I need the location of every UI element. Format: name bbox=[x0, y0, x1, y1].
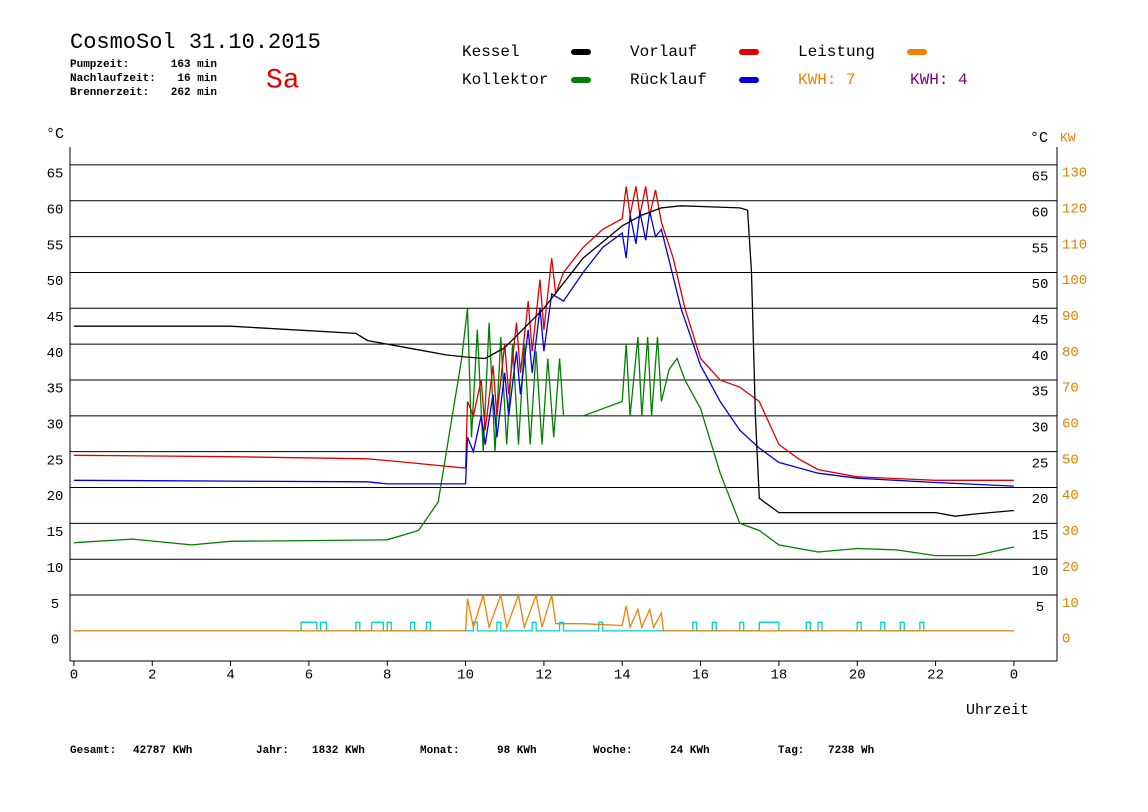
y-right-tick-label: 20 bbox=[1032, 492, 1049, 508]
x-tick-label: 8 bbox=[383, 668, 391, 684]
x-tick-label: 0 bbox=[70, 668, 78, 684]
y-tick-label: 35 bbox=[47, 382, 64, 398]
weekday: Sa bbox=[266, 65, 300, 96]
y-tick-label: 15 bbox=[47, 525, 64, 541]
legend-label: Vorlauf bbox=[630, 43, 697, 61]
legend-label: Rücklauf bbox=[630, 71, 707, 89]
chart-title: CosmoSol 31.10.2015 bbox=[70, 30, 321, 55]
total-label: Jahr: bbox=[256, 745, 289, 757]
y-right-tick-label: 55 bbox=[1032, 241, 1049, 257]
legend-label: Leistung bbox=[798, 43, 875, 61]
kwh-label: KWH: 4 bbox=[910, 71, 968, 89]
series-line bbox=[73, 592, 1014, 632]
total-label: Woche: bbox=[593, 745, 633, 757]
y2-tick-label: 50 bbox=[1062, 452, 1079, 468]
y-tick-label: 5 bbox=[51, 597, 59, 613]
legend-label: Kollektor bbox=[462, 71, 548, 89]
info-label: Nachlaufzeit: bbox=[70, 73, 156, 85]
y-tick-label: 10 bbox=[47, 561, 64, 577]
y-right-tick-label: 65 bbox=[1032, 170, 1049, 186]
y2-tick-label: 80 bbox=[1062, 345, 1079, 361]
series-line bbox=[73, 621, 1014, 632]
y2-tick-label: 10 bbox=[1062, 596, 1079, 612]
y-right-tick-label: 15 bbox=[1032, 528, 1049, 544]
y2-axis-label: KW bbox=[1060, 130, 1076, 145]
y2-tick-label: 40 bbox=[1062, 488, 1079, 504]
total-value: 7238 Wh bbox=[828, 745, 874, 757]
y-right-tick-label: 45 bbox=[1032, 313, 1049, 329]
x-tick-label: 16 bbox=[692, 668, 709, 684]
x-tick-label: 14 bbox=[614, 668, 631, 684]
y-tick-label: 50 bbox=[47, 274, 64, 290]
y-tick-label: 65 bbox=[47, 167, 64, 183]
info-value: 262 min bbox=[171, 87, 217, 99]
y-right-tick-label: 50 bbox=[1032, 277, 1049, 293]
y-right-tick-label: 10 bbox=[1032, 564, 1049, 580]
y2-tick-label: 110 bbox=[1062, 237, 1087, 253]
x-axis-label: Uhrzeit bbox=[966, 702, 1029, 719]
y2-tick-label: 100 bbox=[1062, 273, 1087, 289]
y-tick-label: 20 bbox=[47, 489, 64, 505]
y2-tick-label: 60 bbox=[1062, 417, 1079, 433]
y-tick-label: 60 bbox=[47, 202, 64, 218]
y2-tick-label: 120 bbox=[1062, 201, 1087, 217]
x-tick-label: 18 bbox=[771, 668, 788, 684]
y2-tick-label: 30 bbox=[1062, 524, 1079, 540]
total-value: 24 KWh bbox=[670, 745, 710, 757]
series-line bbox=[73, 186, 1014, 481]
y2-axis-label-c: °C bbox=[1030, 130, 1048, 147]
total-label: Gesamt: bbox=[70, 745, 116, 757]
x-tick-label: 4 bbox=[226, 668, 234, 684]
y2-tick-label: 70 bbox=[1062, 381, 1079, 397]
info-value: 163 min bbox=[171, 59, 217, 71]
total-label: Tag: bbox=[778, 745, 804, 757]
x-tick-label: 22 bbox=[927, 668, 944, 684]
series-line bbox=[73, 308, 1015, 557]
y-right-tick-label: 30 bbox=[1032, 421, 1049, 437]
y-right-tick-label: 35 bbox=[1032, 385, 1049, 401]
total-value: 1832 KWh bbox=[312, 745, 365, 757]
info-value: 16 min bbox=[177, 73, 217, 85]
y-tick-label: 30 bbox=[47, 418, 64, 434]
y-tick-label: 25 bbox=[47, 453, 64, 469]
y2-tick-label: 130 bbox=[1062, 166, 1087, 182]
x-tick-label: 0 bbox=[1010, 668, 1018, 684]
total-label: Monat: bbox=[420, 745, 460, 757]
x-tick-label: 2 bbox=[148, 668, 156, 684]
x-tick-label: 6 bbox=[305, 668, 313, 684]
y-tick-label: 40 bbox=[47, 346, 64, 362]
y-right-tick-label: 60 bbox=[1032, 205, 1049, 221]
y2-tick-label: 90 bbox=[1062, 309, 1079, 325]
series-line bbox=[73, 211, 1014, 487]
y2-tick-label: 20 bbox=[1062, 560, 1079, 576]
series-line bbox=[73, 205, 1014, 517]
legend-label: Kessel bbox=[462, 43, 520, 61]
info-label: Brennerzeit: bbox=[70, 87, 149, 99]
y2-tick-label: 0 bbox=[1062, 632, 1070, 648]
y-axis-label: °C bbox=[46, 126, 64, 143]
x-tick-label: 12 bbox=[536, 668, 553, 684]
x-tick-label: 10 bbox=[457, 668, 474, 684]
y-tick-label: 45 bbox=[47, 310, 64, 326]
y-tick-label: 0 bbox=[51, 633, 59, 649]
y-right-tick-label: 25 bbox=[1032, 456, 1049, 472]
y-tick-label: 55 bbox=[47, 238, 64, 254]
info-label: Pumpzeit: bbox=[70, 59, 129, 71]
total-value: 42787 KWh bbox=[133, 745, 192, 757]
kwh-label: KWH: 7 bbox=[798, 71, 856, 89]
x-tick-label: 20 bbox=[849, 668, 866, 684]
total-value: 98 KWh bbox=[497, 745, 537, 757]
y-right-tick-label: 5 bbox=[1036, 600, 1044, 616]
y-right-tick-label: 40 bbox=[1032, 349, 1049, 365]
